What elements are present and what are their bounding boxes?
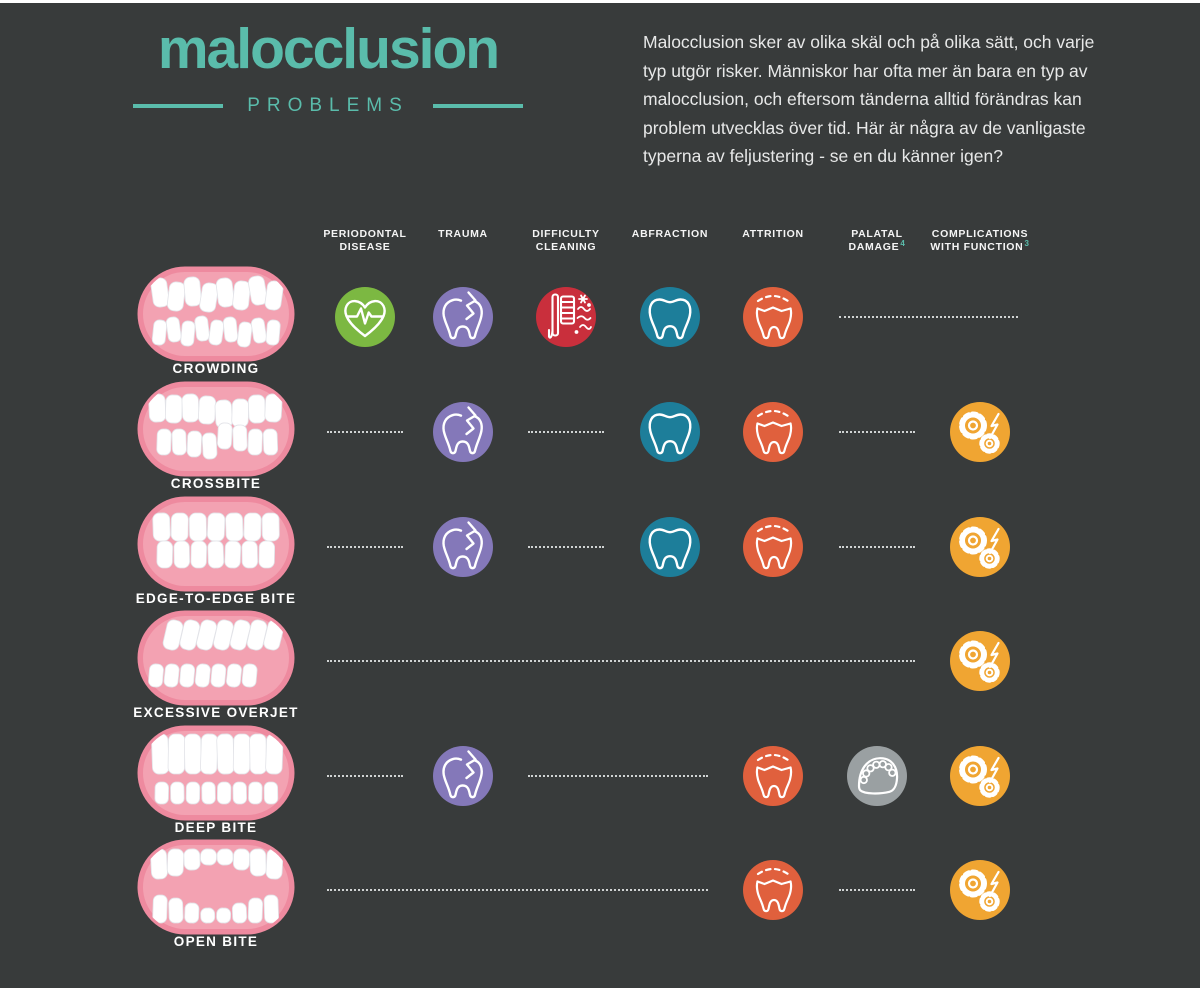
column-header-cleaning: DIFFICULTY CLEANING [532, 228, 600, 253]
teeth-illustration-crowding [137, 266, 295, 362]
no-risk-dotted-line [528, 431, 604, 433]
palate-icon [847, 746, 907, 806]
row-label-crowding: CROWDING [172, 361, 260, 376]
tooth-icon [640, 517, 700, 577]
worn-tooth-icon [743, 402, 803, 462]
gears-icon [950, 860, 1010, 920]
cracked-tooth-icon [433, 402, 493, 462]
no-risk-dotted-line [327, 546, 403, 548]
top-border-strip [0, 0, 1200, 3]
no-risk-dotted-line [327, 889, 708, 891]
subtitle-row: PROBLEMS [133, 95, 523, 117]
tooth-icon [640, 287, 700, 347]
row-label-edge-to-edge-bite: EDGE-TO-EDGE BITE [135, 591, 297, 606]
no-risk-dotted-line [327, 775, 403, 777]
worn-tooth-icon [743, 860, 803, 920]
cracked-tooth-icon [433, 517, 493, 577]
footnote-superscript: 4 [900, 239, 906, 248]
no-risk-dotted-line [839, 889, 915, 891]
column-header-trauma: TRAUMA [438, 228, 488, 240]
no-risk-dotted-line [528, 775, 708, 777]
teeth-illustration-crossbite [137, 381, 295, 477]
no-risk-dotted-line [528, 546, 604, 548]
row-label-crossbite: CROSSBITE [170, 476, 262, 491]
row-label-excessive-overjet: EXCESSIVE OVERJET [133, 705, 299, 720]
column-header-palatal: PALATAL DAMAGE4 [848, 228, 906, 253]
column-header-attrition: ATTRITION [742, 228, 804, 240]
subtitle-right-line [432, 103, 523, 108]
toothbrush-germs-icon [536, 287, 596, 347]
page-subtitle: PROBLEMS [247, 94, 409, 116]
worn-tooth-icon [743, 746, 803, 806]
row-label-open-bite: OPEN BITE [173, 934, 259, 949]
teeth-illustration-edge-to-edge-bite [137, 496, 295, 592]
teeth-illustration-deep-bite [137, 725, 295, 821]
cracked-tooth-icon [433, 287, 493, 347]
subtitle-left-line [133, 103, 224, 108]
column-header-abfraction: ABFRACTION [631, 228, 709, 240]
row-label-deep-bite: DEEP BITE [174, 820, 258, 835]
worn-tooth-icon [743, 287, 803, 347]
worn-tooth-icon [743, 517, 803, 577]
gears-icon [950, 517, 1010, 577]
no-risk-dotted-line [839, 431, 915, 433]
no-risk-dotted-line [839, 546, 915, 548]
gears-icon [950, 746, 1010, 806]
column-header-periodontal: PERIODONTAL DISEASE [323, 228, 407, 253]
teeth-illustration-excessive-overjet [137, 610, 295, 706]
gears-icon [950, 402, 1010, 462]
tooth-icon [640, 402, 700, 462]
column-header-function: COMPLICATIONS WITH FUNCTION3 [930, 228, 1030, 253]
no-risk-dotted-line [327, 431, 403, 433]
intro-paragraph: Malocclusion sker av olika skäl och på o… [643, 32, 1095, 166]
heart-pulse-icon [335, 287, 395, 347]
teeth-illustration-open-bite [137, 839, 295, 935]
page-title: malocclusion [157, 17, 500, 81]
cracked-tooth-icon [433, 746, 493, 806]
title-block: malocclusion PROBLEMS [133, 18, 523, 117]
gears-icon [950, 631, 1010, 691]
footnote-superscript: 3 [1024, 239, 1030, 248]
no-risk-dotted-line [839, 316, 1018, 318]
no-risk-dotted-line [327, 660, 915, 662]
